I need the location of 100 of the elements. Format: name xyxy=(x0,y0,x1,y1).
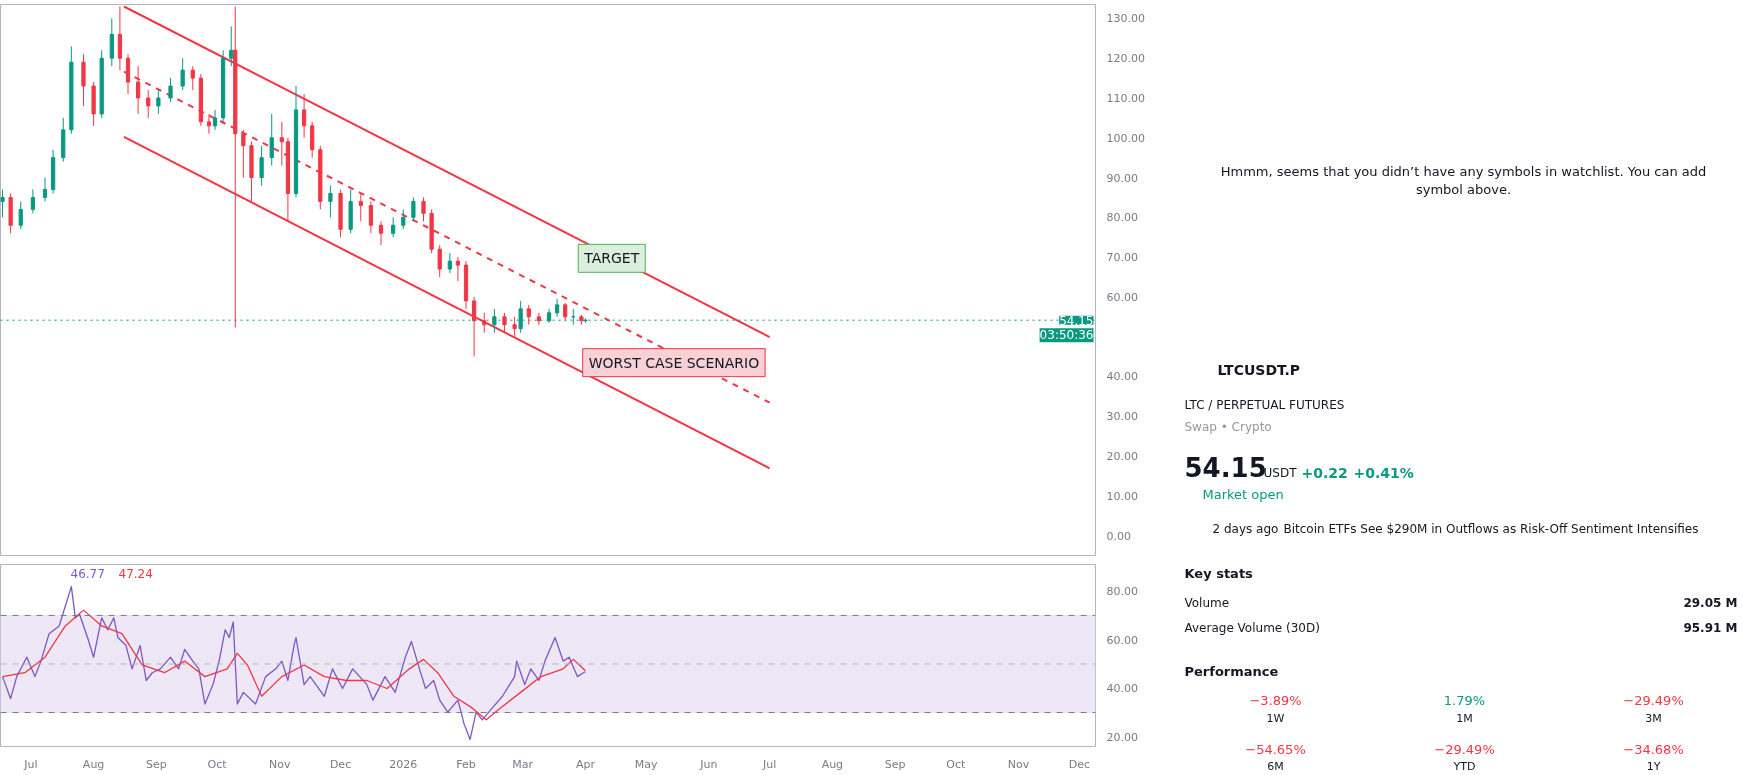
x-tick-label: Apr xyxy=(575,757,596,771)
candlestick xyxy=(42,177,48,202)
candlestick xyxy=(190,65,195,91)
candlestick xyxy=(502,312,507,334)
candlestick xyxy=(378,220,384,246)
y-tick-label: 60.00 xyxy=(1106,633,1138,647)
annotation: 03:50:36 xyxy=(1039,328,1094,343)
candlestick xyxy=(421,196,426,222)
text: Performance xyxy=(1184,664,1279,679)
candlestick xyxy=(391,216,396,238)
candlestick xyxy=(180,57,185,91)
text: LTCUSDT.P xyxy=(1217,361,1301,378)
text: 1M xyxy=(1456,712,1473,725)
candlestick xyxy=(526,304,531,326)
annotation: WORST CASE SCENARIO xyxy=(588,354,760,371)
text: 1.79% xyxy=(1443,693,1486,708)
x-tick-label: 2026 xyxy=(389,757,418,771)
y-tick-label: 100.00 xyxy=(1106,131,1145,145)
x-tick-label: Nov xyxy=(1007,757,1030,771)
line-series xyxy=(1,585,587,741)
text: 1Y xyxy=(1646,760,1661,773)
candlestick xyxy=(455,256,461,282)
text: Bitcoin ETFs See $290M in Outflows as Risk-Off Sentiment Intensifies xyxy=(1283,521,1699,536)
y-tick-label: 40.00 xyxy=(1106,370,1138,384)
line-series xyxy=(1,609,587,721)
text: −29.49% xyxy=(1434,742,1495,757)
y-tick-label: 90.00 xyxy=(1106,171,1138,185)
text: Hmmm, seems that you didn’t have any symbols in watchlist. You can add symbol above. xyxy=(1220,164,1707,197)
y-tick-label: 40.00 xyxy=(1106,682,1138,696)
candlestick xyxy=(241,129,246,179)
candlestick xyxy=(18,200,23,230)
candlestick xyxy=(269,113,274,167)
annotation: TARGET xyxy=(583,250,640,267)
y-tick-label: 0.00 xyxy=(1106,529,1131,543)
candlestick xyxy=(279,121,284,167)
x-tick-label: Nov xyxy=(269,757,292,771)
candlestick xyxy=(536,312,542,326)
x-tick-label: Dec xyxy=(329,757,352,771)
candlestick xyxy=(206,113,212,135)
annotation: 46.77 xyxy=(70,566,105,581)
text: 2 days ago xyxy=(1212,521,1279,536)
candlestick xyxy=(368,200,374,234)
x-tick-label: Jun xyxy=(699,757,718,771)
y-tick-label: 30.00 xyxy=(1106,410,1138,424)
x-tick-label: Dec xyxy=(1068,757,1090,771)
text: LTC / PERPETUAL FUTURES xyxy=(1184,397,1345,412)
candlestick xyxy=(30,188,35,214)
text: Key stats xyxy=(1184,566,1254,581)
y-tick-label: 70.00 xyxy=(1106,251,1138,265)
candlestick xyxy=(554,298,560,318)
candlestick xyxy=(328,185,333,218)
candlestick xyxy=(301,93,307,139)
text: Average Volume (30D) xyxy=(1184,620,1320,635)
text: Market open xyxy=(1202,487,1284,502)
x-tick-label: Aug xyxy=(82,757,105,771)
y-tick-label: 10.00 xyxy=(1106,489,1138,503)
text: 6M xyxy=(1267,760,1284,773)
candlestick xyxy=(109,17,114,67)
x-tick-label: Sep xyxy=(145,757,167,771)
text: +0.41% xyxy=(1353,464,1414,481)
text: −34.68% xyxy=(1623,742,1684,757)
x-tick-label: Jul xyxy=(23,757,38,771)
text: −54.65% xyxy=(1245,742,1306,757)
candlestick xyxy=(358,192,363,222)
y-tick-label: 120.00 xyxy=(1106,52,1145,66)
text: YTD xyxy=(1452,760,1476,773)
x-tick-label: Aug xyxy=(821,757,844,771)
candlestick xyxy=(212,109,218,131)
text: Swap • Crypto xyxy=(1184,419,1272,434)
candlestick xyxy=(482,312,487,334)
text: −3.89% xyxy=(1249,693,1302,708)
candlestick xyxy=(259,145,264,187)
candlestick xyxy=(146,89,151,119)
candlestick xyxy=(472,296,477,358)
x-tick-label: Jul xyxy=(762,757,777,771)
x-tick-label: Mar xyxy=(512,757,534,771)
y-tick-label: 20.00 xyxy=(1106,730,1138,744)
text: +0.22 xyxy=(1301,464,1348,481)
candlestick xyxy=(512,316,517,338)
y-tick-label: 20.00 xyxy=(1106,450,1138,464)
x-tick-label: May xyxy=(634,757,659,771)
candlestick xyxy=(81,53,86,107)
y-tick-label: 80.00 xyxy=(1106,585,1138,599)
candlestick xyxy=(401,208,406,230)
candlestick xyxy=(156,89,161,115)
candlestick xyxy=(447,252,452,274)
text: −29.49% xyxy=(1623,693,1684,708)
y-tick-label: 110.00 xyxy=(1106,91,1145,105)
x-tick-label: Sep xyxy=(884,757,906,771)
candlestick xyxy=(310,121,315,159)
candlestick xyxy=(0,188,5,218)
candlestick xyxy=(229,25,234,67)
text: 95.91 M xyxy=(1683,620,1738,635)
x-tick-label: Oct xyxy=(946,757,967,771)
y-tick-label: 130.00 xyxy=(1106,12,1145,26)
y-tick-label: 80.00 xyxy=(1106,211,1138,225)
candlestick xyxy=(437,244,442,278)
x-tick-label: Oct xyxy=(207,757,228,771)
text: 29.05 M xyxy=(1683,595,1738,610)
ref-line-label: 54.15 xyxy=(1059,313,1094,328)
